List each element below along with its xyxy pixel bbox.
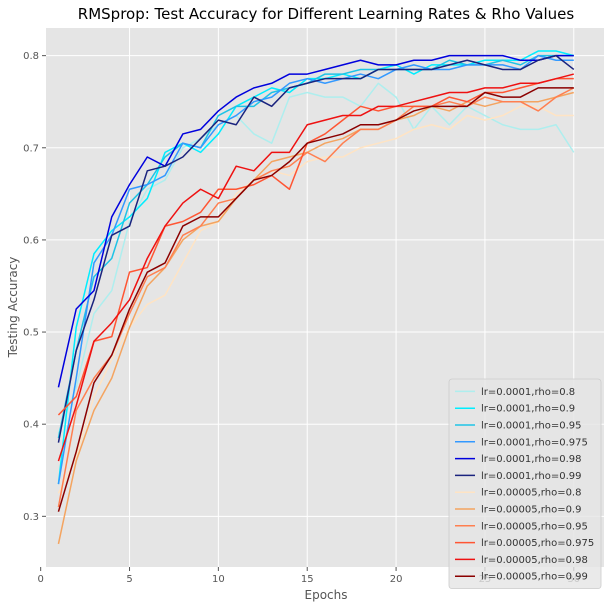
x-tick-label-1: 5 — [126, 574, 132, 585]
x-tick-label-4: 20 — [390, 574, 403, 585]
series-line-10 — [57, 73, 574, 462]
y-tick-label-0: 0.3 — [23, 512, 39, 523]
series-line-4 — [57, 54, 574, 388]
series-lines — [57, 50, 575, 545]
series-line-11 — [57, 87, 574, 512]
legend-box — [448, 378, 602, 590]
series-line-6 — [57, 105, 574, 494]
y-tick-label-3: 0.6 — [23, 235, 39, 246]
y-tick-label-5: 0.8 — [23, 51, 39, 62]
series-line-5 — [57, 54, 575, 443]
series-line-8 — [57, 87, 575, 508]
legend-entry-4: lr=0.0001,rho=0.98 — [481, 454, 581, 465]
legend-entry-5: lr=0.0001,rho=0.99 — [481, 471, 581, 482]
legend-entry-3: lr=0.0001,rho=0.975 — [481, 437, 588, 448]
legend-entry-7: lr=0.00005,rho=0.9 — [481, 505, 581, 516]
y-tick-label-4: 0.7 — [23, 143, 39, 154]
legend-entry-6: lr=0.00005,rho=0.8 — [481, 488, 581, 499]
legend-entry-9: lr=0.00005,rho=0.975 — [481, 538, 594, 549]
y-axis: 0.3 0.4 0.5 0.6 0.7 0.8 — [23, 51, 46, 523]
x-tick-label-0: 0 — [37, 574, 43, 585]
grid-lines — [40, 28, 604, 567]
series-line-2 — [57, 54, 574, 439]
legend: lr=0.0001,rho=0.8 lr=0.0001,rho=0.9 lr=0.0… — [448, 378, 602, 590]
series-line-0 — [57, 82, 575, 434]
x-tick-label-3: 15 — [301, 574, 314, 585]
legend-entry-2: lr=0.0001,rho=0.95 — [481, 421, 581, 432]
legend-entry-1: lr=0.0001,rho=0.9 — [481, 404, 575, 415]
y-tick-label-1: 0.4 — [23, 420, 39, 431]
x-tick-label-2: 10 — [212, 574, 225, 585]
y-tick-label-2: 0.5 — [23, 328, 39, 339]
x-axis-label: Epochs — [305, 588, 348, 602]
series-line-7 — [57, 91, 574, 545]
legend-entry-8: lr=0.00005,rho=0.95 — [481, 521, 588, 532]
chart-title: RMSprop: Test Accuracy for Different Lea… — [78, 5, 575, 23]
y-axis-label: Testing Accuracy — [6, 257, 20, 359]
legend-entry-10: lr=0.00005,rho=0.98 — [481, 555, 588, 566]
legend-entry-11: lr=0.00005,rho=0.99 — [481, 572, 588, 583]
legend-entry-0: lr=0.0001,rho=0.8 — [481, 387, 575, 398]
